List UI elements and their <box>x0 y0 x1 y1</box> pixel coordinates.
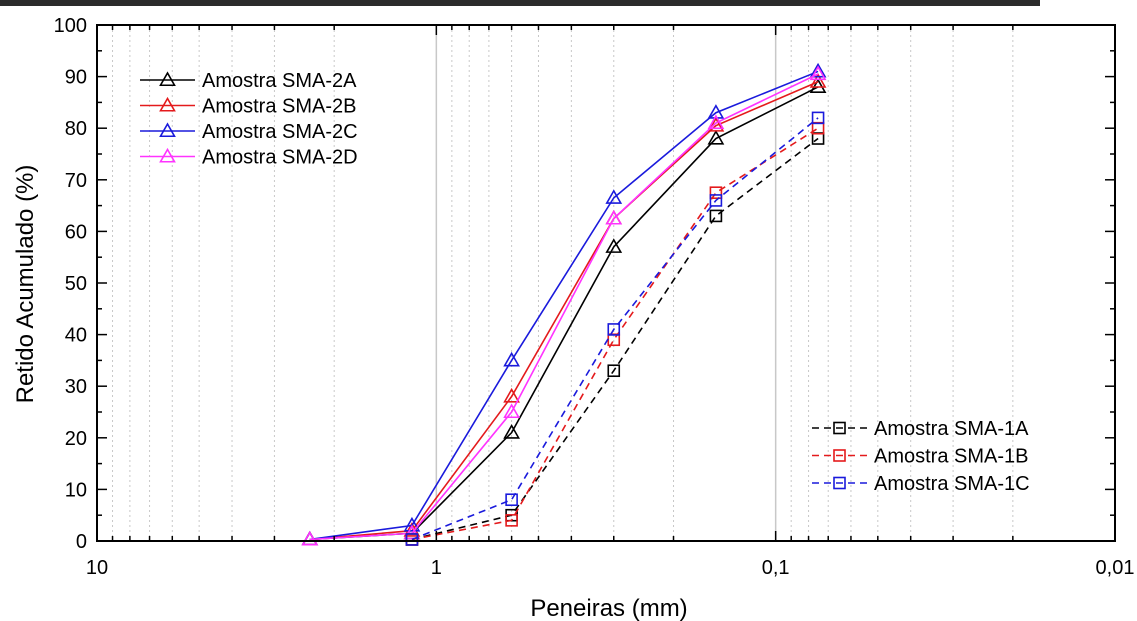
legend-item: Amostra SMA-2C <box>140 121 358 143</box>
x-tick-label: 0,1 <box>762 557 790 579</box>
data-point <box>707 104 725 119</box>
y-tick-label: 30 <box>65 376 87 398</box>
y-tick-label: 70 <box>65 170 87 192</box>
series-amostra-sma-2b <box>301 73 827 546</box>
series-amostra-sma-1a <box>405 132 825 546</box>
data-point <box>405 533 419 546</box>
legend-item: Amostra SMA-1A <box>812 418 1029 440</box>
legend-marker <box>159 147 176 163</box>
data-point <box>809 62 827 78</box>
data-point <box>505 514 518 527</box>
data-point <box>503 351 520 367</box>
data-point <box>709 194 723 207</box>
data-point <box>709 186 723 199</box>
top-border-bar <box>0 0 1040 6</box>
data-point <box>811 121 825 135</box>
legend-item: Amostra SMA-2D <box>140 147 358 169</box>
legend-item: Amostra SMA-2B <box>140 96 356 118</box>
y-tick-label: 40 <box>65 325 87 347</box>
data-point <box>607 323 621 336</box>
data-point <box>605 209 623 225</box>
data-point <box>503 387 520 403</box>
legend-label: Amostra SMA-1B <box>874 446 1028 468</box>
y-tick-label: 80 <box>65 118 87 140</box>
data-point <box>707 114 725 130</box>
x-axis-title: Peneiras (mm) <box>530 595 687 621</box>
legend-marker <box>833 421 846 435</box>
series-amostra-sma-2d <box>301 65 827 546</box>
legend-marker <box>159 71 176 87</box>
data-point <box>707 129 725 145</box>
data-point <box>709 209 723 223</box>
y-tick-label: 20 <box>65 428 87 450</box>
data-point <box>811 111 825 125</box>
legend-marker <box>833 476 846 490</box>
data-point <box>607 364 621 378</box>
data-point <box>809 73 827 88</box>
axis-layer: 10 1 0,1 0,01 0 10 20 30 40 50 60 70 80 90 100 <box>54 15 1135 579</box>
data-point <box>403 516 421 532</box>
series-amostra-sma-1c <box>405 111 825 546</box>
data-point <box>809 65 827 81</box>
data-point <box>403 524 421 540</box>
y-tick-label: 100 <box>54 15 87 37</box>
series-layer <box>301 62 827 546</box>
legend-label: Amostra SMA-1A <box>874 418 1029 440</box>
data-point <box>503 403 520 419</box>
legend-label: Amostra SMA-2B <box>202 96 356 118</box>
y-axis-title: Retido Acumulado (%) <box>12 165 39 404</box>
legend-item: Amostra SMA-2A <box>140 70 357 92</box>
data-point <box>301 530 319 546</box>
legend-label: Amostra SMA-2D <box>202 147 358 169</box>
legend-marker <box>159 96 176 112</box>
x-tick-label: 1 <box>431 557 442 579</box>
series-line <box>309 81 819 541</box>
data-point <box>503 424 520 439</box>
legend-label: Amostra SMA-1C <box>874 473 1030 495</box>
legend-label: Amostra SMA-2C <box>202 121 358 143</box>
legend-bottom-right: Amostra SMA-1A Amostra SMA-1B Amostra SMA-… <box>812 418 1030 495</box>
data-point <box>505 493 518 507</box>
series-line <box>411 137 819 541</box>
legend-marker <box>833 449 846 462</box>
x-tick-label: 0,01 <box>1096 557 1135 579</box>
legend-layer: Amostra SMA-2A Amostra SMA-2B Amostra SMA-… <box>140 70 1030 495</box>
legend-item: Amostra SMA-1B <box>812 446 1028 468</box>
data-point <box>707 117 725 132</box>
legend-marker <box>159 122 176 138</box>
legend-item: Amostra SMA-1C <box>812 473 1030 495</box>
x-tick-label: 10 <box>86 557 108 579</box>
data-point <box>605 238 623 253</box>
y-tick-label: 60 <box>65 221 87 243</box>
series-line <box>309 70 819 541</box>
series-line <box>411 117 819 541</box>
y-tick-label: 50 <box>65 273 87 295</box>
data-point <box>809 78 827 93</box>
y-tick-label: 10 <box>65 479 87 501</box>
y-tick-label: 0 <box>76 531 87 553</box>
data-point <box>605 189 623 204</box>
legend-top-left: Amostra SMA-2A Amostra SMA-2B Amostra SMA-… <box>140 70 358 169</box>
series-line <box>309 73 819 541</box>
legend-label: Amostra SMA-2A <box>202 70 357 92</box>
series-line <box>411 127 819 541</box>
y-tick-label: 90 <box>65 67 87 89</box>
